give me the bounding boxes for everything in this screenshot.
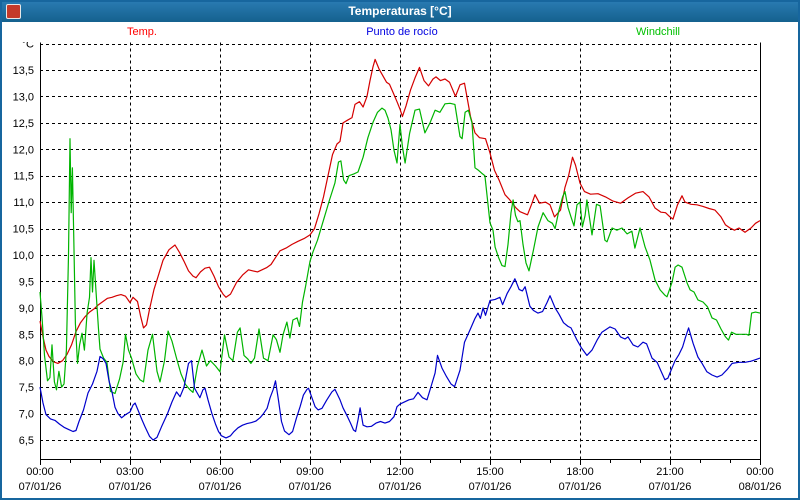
x-tick-date-label: 07/01/26 <box>109 481 152 493</box>
x-tick-date-label: 08/01/26 <box>739 481 782 493</box>
window-title: Temperaturas [°C] <box>348 4 452 18</box>
y-tick-label: 7,0 <box>19 409 34 421</box>
x-tick-time-label: 03:00 <box>116 466 144 478</box>
y-tick-label: 11,0 <box>13 197 34 209</box>
series-line-windchill <box>39 102 761 395</box>
y-tick-label: 13,0 <box>13 91 34 103</box>
x-tick-time-label: 21:00 <box>656 466 684 478</box>
y-tick-label: 9,5 <box>19 276 34 288</box>
x-tick-time-label: 12:00 <box>386 466 414 478</box>
x-tick-date-label: 07/01/26 <box>289 481 332 493</box>
chart-legend: Temp. Punto de rocío Windchill <box>0 22 800 42</box>
x-tick-date-label: 07/01/26 <box>19 481 62 493</box>
y-tick-label: 12,5 <box>13 118 34 130</box>
x-tick-date-label: 07/01/26 <box>559 481 602 493</box>
x-tick-date-label: 07/01/26 <box>199 481 242 493</box>
x-tick-time-label: 00:00 <box>26 466 54 478</box>
y-tick-label: 10,0 <box>13 250 34 262</box>
x-tick-time-label: 09:00 <box>296 466 324 478</box>
y-tick-label: 10,5 <box>13 224 34 236</box>
y-tick-label: 6,5 <box>19 435 34 447</box>
x-tick-date-label: 07/01/26 <box>379 481 422 493</box>
x-tick-date-label: 07/01/26 <box>649 481 692 493</box>
y-tick-label: 13,5 <box>13 65 34 77</box>
x-tick-time-label: 06:00 <box>206 466 234 478</box>
legend-item-dew-point: Punto de rocío <box>366 26 438 38</box>
y-tick-label: 8,0 <box>19 356 34 368</box>
y-tick-label: 7,5 <box>19 382 34 394</box>
window-titlebar: Temperaturas [°C] <box>0 0 800 22</box>
y-tick-label: 8,5 <box>19 329 34 341</box>
x-tick-time-label: 18:00 <box>566 466 594 478</box>
x-tick-date-label: 07/01/26 <box>469 481 512 493</box>
x-tick-time-label: 15:00 <box>476 466 504 478</box>
y-tick-label: 12,0 <box>13 144 34 156</box>
legend-item-temp: Temp. <box>127 26 157 38</box>
series-line-punto-de-roc-o <box>39 278 761 441</box>
y-tick-label: 9,0 <box>19 303 34 315</box>
series-line-temp- <box>39 58 761 364</box>
legend-item-windchill: Windchill <box>635 26 681 38</box>
y-tick-label: 11,5 <box>13 171 34 183</box>
app-icon <box>6 4 21 19</box>
x-tick-time-label: 00:00 <box>746 466 774 478</box>
